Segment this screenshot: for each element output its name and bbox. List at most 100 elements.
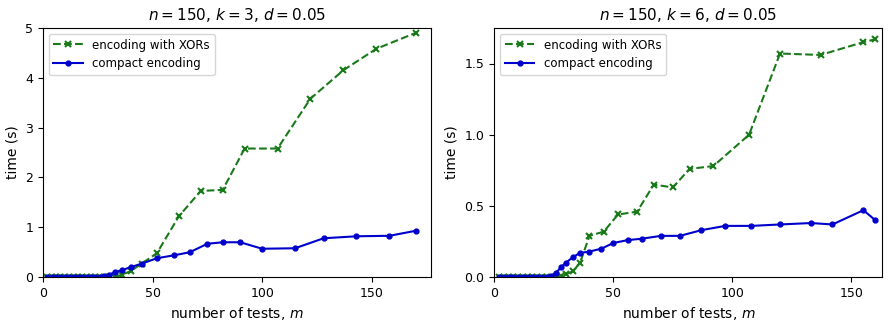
encoding with XORs bbox=[152, 251, 163, 255]
encoding with XORs bbox=[82, 275, 92, 279]
encoding with XORs bbox=[584, 234, 595, 238]
compact encoding bbox=[82, 275, 92, 279]
compact encoding bbox=[746, 224, 757, 228]
encoding with XORs bbox=[305, 97, 316, 101]
compact encoding bbox=[655, 234, 666, 238]
compact encoding bbox=[202, 242, 212, 246]
compact encoding bbox=[584, 250, 595, 254]
encoding with XORs bbox=[116, 273, 127, 277]
compact encoding bbox=[560, 261, 571, 265]
encoding with XORs bbox=[94, 275, 105, 279]
compact encoding bbox=[527, 275, 537, 279]
encoding with XORs bbox=[668, 185, 678, 189]
compact encoding bbox=[827, 222, 837, 226]
compact encoding bbox=[546, 274, 557, 278]
encoding with XORs bbox=[503, 275, 514, 279]
compact encoding bbox=[870, 218, 881, 222]
X-axis label: number of tests, $m$: number of tests, $m$ bbox=[622, 305, 755, 322]
encoding with XORs bbox=[522, 275, 533, 279]
encoding with XORs bbox=[508, 275, 519, 279]
encoding with XORs bbox=[599, 230, 609, 234]
compact encoding bbox=[556, 265, 567, 269]
compact encoding bbox=[42, 275, 52, 279]
encoding with XORs bbox=[532, 275, 543, 279]
compact encoding bbox=[551, 271, 561, 275]
compact encoding bbox=[110, 270, 121, 274]
encoding with XORs bbox=[125, 269, 136, 273]
encoding with XORs bbox=[173, 215, 184, 218]
encoding with XORs bbox=[518, 275, 528, 279]
Line: encoding with XORs: encoding with XORs bbox=[44, 30, 419, 281]
encoding with XORs bbox=[774, 51, 785, 55]
encoding with XORs bbox=[815, 53, 826, 57]
encoding with XORs bbox=[858, 40, 868, 44]
encoding with XORs bbox=[64, 275, 75, 279]
encoding with XORs bbox=[527, 275, 537, 279]
compact encoding bbox=[518, 275, 528, 279]
encoding with XORs bbox=[338, 68, 349, 72]
encoding with XORs bbox=[110, 275, 121, 279]
compact encoding bbox=[567, 255, 578, 259]
encoding with XORs bbox=[613, 213, 623, 216]
compact encoding bbox=[608, 241, 619, 245]
compact encoding bbox=[720, 224, 731, 228]
encoding with XORs bbox=[410, 31, 421, 35]
compact encoding bbox=[494, 275, 504, 279]
compact encoding bbox=[532, 275, 543, 279]
compact encoding bbox=[696, 228, 707, 232]
compact encoding bbox=[116, 268, 127, 272]
compact encoding bbox=[218, 240, 228, 244]
compact encoding bbox=[59, 275, 70, 279]
compact encoding bbox=[318, 236, 329, 240]
encoding with XORs bbox=[218, 188, 228, 192]
encoding with XORs bbox=[542, 275, 552, 279]
encoding with XORs bbox=[273, 147, 283, 151]
compact encoding bbox=[152, 256, 163, 260]
Y-axis label: time (s): time (s) bbox=[445, 126, 459, 179]
compact encoding bbox=[235, 240, 246, 244]
encoding with XORs bbox=[59, 275, 70, 279]
encoding with XORs bbox=[648, 183, 659, 187]
encoding with XORs bbox=[744, 133, 755, 137]
encoding with XORs bbox=[91, 275, 101, 279]
compact encoding bbox=[68, 275, 79, 279]
Y-axis label: time (s): time (s) bbox=[5, 126, 20, 179]
compact encoding bbox=[498, 275, 509, 279]
encoding with XORs bbox=[136, 262, 147, 266]
compact encoding bbox=[257, 247, 267, 251]
compact encoding bbox=[51, 275, 61, 279]
Line: compact encoding: compact encoding bbox=[44, 228, 418, 279]
encoding with XORs bbox=[546, 275, 557, 279]
encoding with XORs bbox=[73, 275, 83, 279]
encoding with XORs bbox=[371, 47, 382, 51]
compact encoding bbox=[536, 275, 547, 279]
encoding with XORs bbox=[556, 274, 567, 278]
compact encoding bbox=[185, 250, 195, 254]
encoding with XORs bbox=[239, 147, 250, 151]
encoding with XORs bbox=[551, 275, 561, 279]
encoding with XORs bbox=[103, 275, 114, 279]
Title: $n = 150,\, k = 3,\, d = 0.05$: $n = 150,\, k = 3,\, d = 0.05$ bbox=[147, 6, 326, 24]
compact encoding bbox=[77, 275, 88, 279]
encoding with XORs bbox=[99, 275, 109, 279]
encoding with XORs bbox=[46, 275, 57, 279]
compact encoding bbox=[675, 234, 686, 238]
compact encoding bbox=[289, 246, 300, 250]
compact encoding bbox=[596, 247, 607, 251]
compact encoding bbox=[46, 275, 57, 279]
compact encoding bbox=[94, 275, 105, 279]
compact encoding bbox=[64, 275, 75, 279]
encoding with XORs bbox=[494, 275, 504, 279]
compact encoding bbox=[858, 208, 868, 212]
encoding with XORs bbox=[560, 272, 571, 276]
compact encoding bbox=[103, 273, 114, 277]
compact encoding bbox=[169, 253, 179, 257]
compact encoding bbox=[575, 251, 585, 255]
compact encoding bbox=[410, 229, 421, 233]
compact encoding bbox=[384, 234, 394, 238]
compact encoding bbox=[805, 221, 816, 225]
encoding with XORs bbox=[68, 275, 79, 279]
compact encoding bbox=[73, 275, 83, 279]
compact encoding bbox=[774, 222, 785, 226]
compact encoding bbox=[512, 275, 523, 279]
